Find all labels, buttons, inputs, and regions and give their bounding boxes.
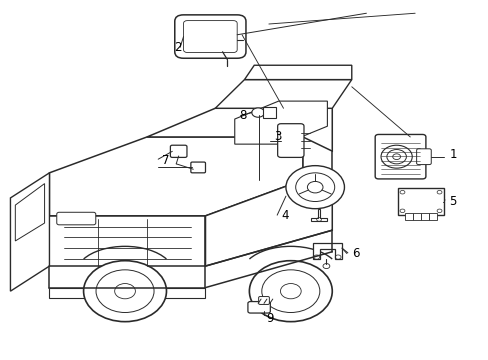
Text: 8: 8 xyxy=(239,109,246,122)
Text: 4: 4 xyxy=(281,210,288,222)
Text: 1: 1 xyxy=(448,148,456,161)
Polygon shape xyxy=(234,101,327,144)
Ellipse shape xyxy=(96,270,154,312)
FancyBboxPatch shape xyxy=(258,297,269,305)
Text: 3: 3 xyxy=(273,130,281,144)
FancyBboxPatch shape xyxy=(404,213,412,220)
Text: 9: 9 xyxy=(266,311,273,325)
Circle shape xyxy=(307,181,323,193)
Polygon shape xyxy=(49,288,205,298)
Text: 6: 6 xyxy=(351,247,359,260)
FancyBboxPatch shape xyxy=(57,212,96,225)
Polygon shape xyxy=(49,137,303,216)
Ellipse shape xyxy=(249,261,331,321)
Polygon shape xyxy=(312,243,341,259)
FancyBboxPatch shape xyxy=(420,213,428,220)
Circle shape xyxy=(285,166,344,209)
Circle shape xyxy=(295,173,334,202)
FancyBboxPatch shape xyxy=(397,188,444,215)
FancyBboxPatch shape xyxy=(428,213,436,220)
Polygon shape xyxy=(147,108,331,151)
Polygon shape xyxy=(303,137,331,180)
Text: 2: 2 xyxy=(173,41,181,54)
Ellipse shape xyxy=(261,270,319,312)
FancyBboxPatch shape xyxy=(247,302,270,313)
Text: 7: 7 xyxy=(161,154,169,167)
Circle shape xyxy=(386,149,406,164)
Ellipse shape xyxy=(115,284,135,299)
Polygon shape xyxy=(10,173,49,291)
FancyBboxPatch shape xyxy=(263,107,275,118)
FancyBboxPatch shape xyxy=(170,145,186,157)
Polygon shape xyxy=(244,65,351,80)
Ellipse shape xyxy=(280,284,301,299)
FancyBboxPatch shape xyxy=(277,124,304,157)
Ellipse shape xyxy=(83,261,166,321)
Polygon shape xyxy=(49,216,205,266)
FancyBboxPatch shape xyxy=(190,162,205,173)
Polygon shape xyxy=(215,80,351,108)
FancyBboxPatch shape xyxy=(174,15,245,58)
FancyBboxPatch shape xyxy=(416,149,430,165)
Polygon shape xyxy=(15,184,44,241)
Polygon shape xyxy=(311,209,327,221)
FancyBboxPatch shape xyxy=(374,134,425,179)
Text: 5: 5 xyxy=(448,195,456,208)
Circle shape xyxy=(380,145,411,168)
FancyBboxPatch shape xyxy=(412,213,420,220)
Circle shape xyxy=(251,108,264,117)
Circle shape xyxy=(392,154,400,159)
Polygon shape xyxy=(205,180,331,266)
